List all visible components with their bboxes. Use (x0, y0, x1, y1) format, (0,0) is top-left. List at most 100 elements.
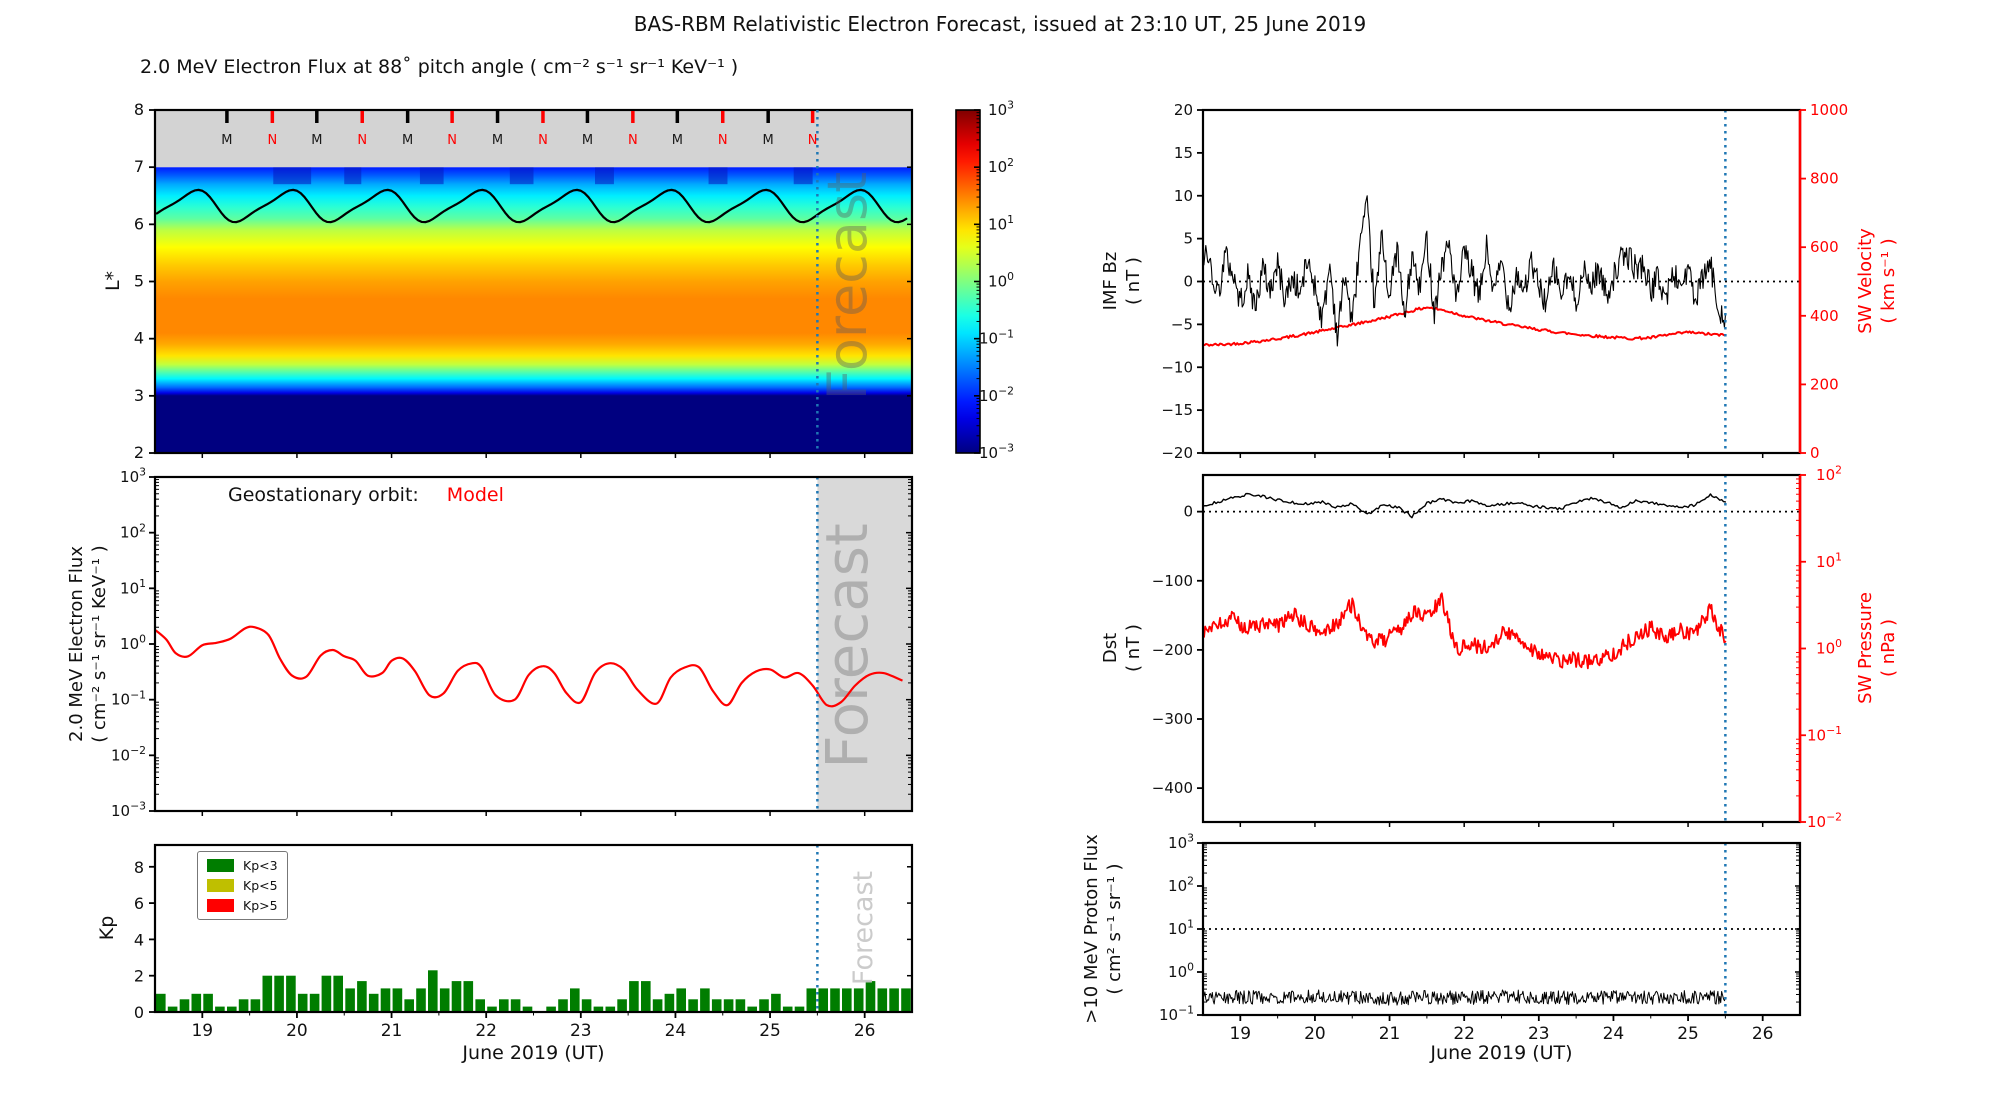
proton-flux-axis-label: >10 MeV Proton Flux ( cm² s⁻¹ sr⁻¹ ) (1080, 759, 1126, 1099)
m-label: M (582, 133, 593, 148)
sw-velocity-line (1203, 306, 1727, 347)
x-tick-label: 24 (1603, 1024, 1625, 1044)
kp-axis-label: Kp (96, 915, 118, 941)
kp-bar (747, 1006, 757, 1012)
log-tick-label: 102 (1816, 464, 1842, 484)
log-tick-label: 10−2 (1807, 811, 1842, 831)
log-tick-label: 103 (988, 99, 1014, 119)
tick-label: −400 (1152, 779, 1193, 797)
kp-bar (806, 988, 817, 1012)
log-tick-label: 100 (120, 633, 146, 653)
tick-label: −100 (1152, 572, 1193, 590)
panel-frame (1201, 473, 1802, 824)
legend-swatch-yellow (207, 879, 234, 892)
tick-label: 800 (1810, 170, 1839, 188)
panel-frame (1201, 841, 1802, 1017)
x-tick-label: 20 (1304, 1024, 1326, 1044)
geo-annotation: Geostationary orbit: Model (228, 484, 504, 506)
x-tick-label: 22 (475, 1021, 497, 1041)
tick-label: 2 (134, 443, 144, 462)
tick-label: 400 (1810, 307, 1839, 325)
legend-label-kp-lt5: Kp<5 (243, 878, 278, 893)
kp-bar (629, 981, 639, 1012)
dst-line (1203, 492, 1727, 519)
x-tick-label: 21 (1379, 1024, 1401, 1044)
kp-bar (688, 999, 698, 1012)
kp-bar (853, 988, 864, 1012)
sw-pressure-axis-label: SW Pressure ( nPa ) (1854, 518, 1900, 778)
tick-label: 15 (1174, 144, 1193, 162)
tick-label: 10 (1174, 187, 1193, 205)
dst-axis-label-line2: ( nT ) (1123, 624, 1144, 672)
log-tick-label: 100 (1816, 637, 1842, 657)
kp-bar (227, 1006, 237, 1012)
tick-label: 4 (134, 930, 144, 949)
spectrogram-heatmap (155, 167, 912, 453)
kp-bar (499, 999, 509, 1012)
kp-bar (475, 999, 485, 1012)
spectrogram-title: 2.0 MeV Electron Flux at 88˚ pitch angle… (140, 56, 739, 78)
log-tick-label: 100 (1168, 961, 1194, 981)
kp-bar (664, 993, 675, 1012)
kp-bar (641, 981, 651, 1012)
kp-bar (830, 988, 840, 1012)
kp-bar (357, 981, 367, 1012)
page-title: BAS-RBM Relativistic Electron Forecast, … (633, 12, 1367, 36)
log-tick-label: 101 (1816, 550, 1842, 570)
log-tick-label: 101 (120, 577, 146, 597)
log-tick-label: 101 (1168, 918, 1194, 938)
kp-bar (333, 975, 343, 1012)
spectrogram-panel (153, 108, 914, 455)
log-tick-label: 10−2 (111, 744, 146, 764)
x-tick-label: 20 (286, 1021, 308, 1041)
kp-bar (794, 1006, 805, 1012)
kp-bar (416, 988, 426, 1012)
imf-bz-line (1203, 195, 1726, 347)
n-label: N (538, 133, 548, 148)
kp-bar (546, 1006, 556, 1012)
log-tick-label: 100 (988, 270, 1014, 290)
sw-pressure-line (1203, 592, 1727, 670)
kp-bar (711, 999, 722, 1012)
plasmapause-dashed-line (155, 188, 908, 224)
proton-flux-axis-label-line2: ( cm² s⁻¹ sr⁻¹ ) (1104, 863, 1125, 995)
tick-label: 3 (134, 386, 144, 405)
heatmap-dark-patch (708, 167, 728, 185)
log-tick-label: 102 (120, 521, 146, 541)
sw-velocity-axis-label-line1: SW Velocity (1855, 228, 1876, 334)
kp-bar (759, 999, 769, 1012)
kp-bar (487, 1006, 497, 1012)
n-label: N (447, 133, 457, 148)
mn-band (155, 110, 912, 168)
kp-bar (593, 1006, 604, 1012)
tick-label: 8 (134, 100, 144, 119)
kp-bar (404, 999, 414, 1012)
x-axis-label-left: June 2019 (UT) (462, 1042, 605, 1064)
kp-bar (167, 1006, 178, 1012)
tick-label: 4 (134, 329, 144, 348)
kp-bar (297, 993, 308, 1012)
kp-bar (735, 999, 746, 1012)
kp-bar (842, 988, 852, 1012)
x-tick-label: 23 (1528, 1024, 1550, 1044)
legend-swatch-green (207, 859, 234, 872)
legend-item-kp-lt3: Kp<3 (207, 858, 278, 873)
legend-label-kp-gt5: Kp>5 (243, 898, 278, 913)
tick-label: 5 (1183, 230, 1193, 248)
x-tick-label: 21 (381, 1021, 403, 1041)
tick-label: −300 (1152, 710, 1193, 728)
tick-label: 20 (1174, 101, 1193, 119)
x-tick-label: 25 (1677, 1024, 1699, 1044)
proton-flux-axis-label-line1: >10 MeV Proton Flux (1081, 834, 1102, 1024)
kp-bar (522, 1006, 533, 1012)
m-label: M (763, 133, 774, 148)
forecast-watermark-spectrogram: Forecast (816, 172, 879, 401)
n-label: N (357, 133, 367, 148)
log-tick-label: 102 (988, 156, 1014, 176)
kp-bar (617, 999, 627, 1012)
sw-pressure-axis-label-line2: ( nPa ) (1878, 619, 1899, 677)
dst-axis-label-line1: Dst (1100, 632, 1121, 664)
dst-axis-label: Dst ( nT ) (1099, 548, 1145, 748)
kp-bar (451, 981, 462, 1012)
